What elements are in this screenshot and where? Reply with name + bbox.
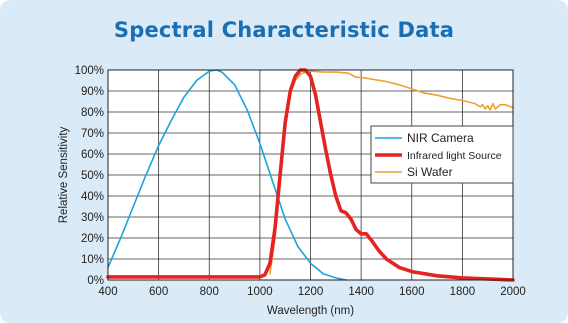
legend-label: Si Wafer	[407, 165, 453, 179]
series-lines	[106, 68, 515, 282]
y-tick-label: 20%	[81, 233, 104, 245]
x-tick-label: 1400	[348, 286, 374, 298]
y-tick-labels: 0% 10% 20% 30% 40% 50% 60% 70% 80% 90% 100%	[75, 65, 104, 287]
x-tick-label: 1200	[298, 286, 324, 298]
y-tick-label: 40%	[81, 191, 104, 203]
x-tick-label: 600	[149, 286, 168, 298]
y-tick-label: 80%	[81, 107, 104, 119]
y-tick-label: 60%	[81, 149, 104, 161]
series-line-infrared-light-source	[106, 68, 515, 282]
y-tick-label: 10%	[81, 254, 104, 266]
series-line-nir-camera	[107, 69, 347, 281]
x-axis-label: Wavelength (nm)	[267, 305, 354, 317]
chart-title: Spectral Characteristic Data	[113, 18, 455, 42]
y-tick-label: 0%	[87, 275, 104, 287]
legend: NIR Camera Infrared light Source Si Wafer	[370, 125, 514, 184]
y-tick-label: 30%	[81, 212, 104, 224]
x-tick-label: 400	[98, 286, 117, 298]
y-tick-label: 90%	[81, 86, 104, 98]
y-tick-label: 50%	[81, 170, 104, 182]
series-line-si-wafer	[269, 70, 514, 275]
y-tick-label: 70%	[81, 128, 104, 140]
x-tick-label: 2000	[500, 286, 526, 298]
x-tick-label: 1600	[399, 286, 425, 298]
y-axis-label: Relative Sensitivity	[58, 126, 70, 223]
x-tick-label: 1000	[247, 286, 273, 298]
x-tick-label: 1800	[450, 286, 476, 298]
legend-label: NIR Camera	[407, 131, 474, 145]
x-tick-labels: 400 600 800 1000 1200 1400 1600 1800 2000	[98, 286, 525, 298]
y-tick-label: 100%	[75, 65, 104, 77]
x-tick-label: 800	[200, 286, 219, 298]
legend-label: Infrared light Source	[407, 150, 502, 162]
